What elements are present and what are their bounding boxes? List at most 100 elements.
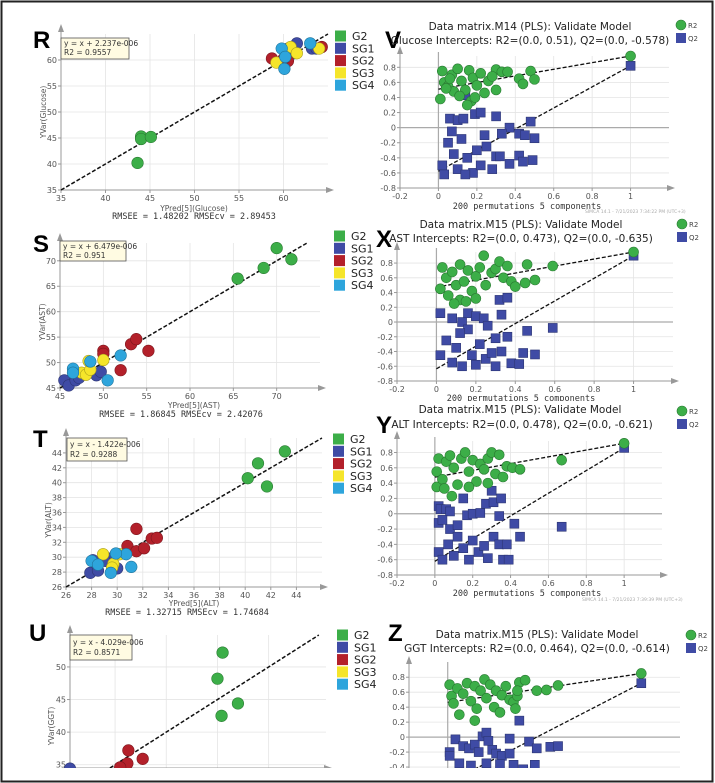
- r2-point: [509, 281, 521, 292]
- q2-point: [553, 741, 563, 751]
- q2-point: [530, 349, 540, 360]
- y-axis-arrow: [57, 233, 63, 241]
- data-point-sg2: [114, 761, 127, 768]
- q2-point: [458, 543, 469, 554]
- data-point-sg4: [91, 558, 105, 571]
- chart-v: -0.2 0 0.2 0.4 0.6 0.8 1 -0.8 -0.6 -0.4 -0.2 0 0.2 0.…: [380, 46, 675, 201]
- r2-point: [490, 84, 502, 96]
- r2-original-point: [625, 50, 636, 62]
- q2-point: [437, 554, 448, 565]
- y-tick-label: 55: [47, 82, 57, 91]
- legend-label-r2: R2: [689, 408, 698, 416]
- q2-point: [479, 130, 490, 140]
- r2-point: [463, 481, 475, 493]
- x-tick-label: 0.6: [548, 385, 561, 394]
- legend-label-g2: G2: [354, 629, 370, 642]
- y-tick-label: 55: [46, 333, 56, 342]
- r2-point: [470, 271, 482, 282]
- q2-point: [447, 126, 457, 137]
- r2-point: [448, 298, 460, 309]
- equation-text: y = x + 6.479e-006: [63, 242, 137, 251]
- q2-point: [437, 160, 448, 171]
- legend-q2-square: [677, 232, 687, 242]
- legend-swatch-sg1: [335, 42, 346, 54]
- x-tick-label: 55: [142, 392, 152, 401]
- y-tick-label: 38: [52, 494, 62, 503]
- y-axis-label-s: YVar(AST): [38, 303, 47, 341]
- y-tick-label: 30: [52, 553, 62, 562]
- q2-point: [474, 339, 485, 349]
- q2-point: [448, 551, 459, 561]
- r2-point: [481, 692, 492, 704]
- legend-swatch-sg4: [333, 482, 344, 494]
- r2-point: [446, 490, 458, 502]
- r2-point: [440, 83, 452, 94]
- r2-point: [474, 262, 486, 273]
- data-point-g2: [278, 445, 291, 458]
- x-tick-label: 0.8: [586, 192, 599, 201]
- q2-point: [441, 335, 452, 346]
- y-tick-label: 42: [52, 464, 62, 473]
- q2-point: [481, 141, 492, 152]
- y-tick-label: 0.4: [380, 289, 393, 298]
- r2-point: [471, 703, 483, 714]
- data-point-sg4: [114, 349, 127, 362]
- data-point-sg2: [136, 752, 149, 765]
- equation-text: y = x - 1.422e-006: [70, 440, 141, 449]
- intercept-line-q2: [436, 255, 634, 370]
- y-tick-label: 40: [52, 479, 62, 488]
- y-tick-label: 60: [46, 308, 56, 317]
- data-point-g2: [231, 272, 244, 285]
- r2-point: [494, 707, 506, 718]
- legend-q2-square: [677, 419, 687, 429]
- q2-point: [443, 137, 453, 148]
- y-axis-arrow: [394, 431, 400, 439]
- r2-point: [469, 715, 481, 726]
- q2-point: [531, 743, 542, 754]
- y-tick-label: 70: [46, 257, 56, 266]
- q2-point: [443, 539, 453, 550]
- legend-swatch-sg2: [334, 255, 345, 267]
- legend-r2-circle: [676, 405, 688, 417]
- r2-text: R2 = 0.8571: [73, 648, 121, 657]
- q2-point: [530, 760, 540, 768]
- data-point-sg3: [97, 548, 110, 561]
- y-tick-label: 0.2: [380, 303, 393, 312]
- y-tick-label: -0.4: [377, 348, 393, 357]
- y-tick-label: 0.8: [380, 259, 393, 268]
- data-point-sg3: [270, 56, 283, 69]
- r2-point: [547, 260, 559, 272]
- y-tick-label: 36: [52, 509, 62, 518]
- data-point-g2: [211, 672, 224, 685]
- y-tick-label: 28: [52, 568, 62, 577]
- y-tick-label: 0.4: [383, 93, 396, 102]
- r2-point: [471, 476, 482, 487]
- chart-u: 35 40 45 50: [56, 625, 332, 768]
- x-tick-label: 32: [138, 591, 148, 600]
- y-axis-arrow: [397, 46, 403, 54]
- legend-r2-circle: [676, 218, 688, 230]
- regression-line: [60, 33, 329, 191]
- q2-point: [504, 733, 515, 744]
- panel-letter-t: T: [33, 426, 48, 453]
- panel-letter-y: Y: [376, 412, 392, 439]
- q2-point: [444, 751, 455, 761]
- x-tick-label: 44: [291, 591, 301, 600]
- chart-subtitle-x: AST Intercepts: R2=(0.0, 0.473), Q2=(0.0…: [389, 233, 653, 245]
- chart-subtitle-z: GGT Intercepts: R2=(0.0, 0.464), Q2=(0.0…: [404, 643, 670, 655]
- r2-point: [529, 74, 540, 85]
- legend-swatch-g2: [337, 629, 348, 641]
- r2-point: [435, 93, 446, 105]
- legend-label-sg3: SG3: [352, 67, 375, 80]
- q2-point: [547, 323, 558, 333]
- data-point-sg4: [120, 548, 133, 561]
- r2-point: [512, 685, 523, 697]
- equation-box-t: y = x - 1.422e-006 R2 = 0.9288: [66, 437, 141, 462]
- y-tick-label: 0.8: [392, 673, 405, 682]
- x-tick-label: 60: [185, 392, 195, 401]
- x-tick-label: 0.6: [542, 579, 555, 588]
- x-axis-label-s: YPred[5](AST): [167, 401, 220, 410]
- x-tick-label: 0.2: [469, 385, 482, 394]
- y-tick-label: 0.6: [380, 274, 393, 283]
- r2-point: [431, 466, 443, 477]
